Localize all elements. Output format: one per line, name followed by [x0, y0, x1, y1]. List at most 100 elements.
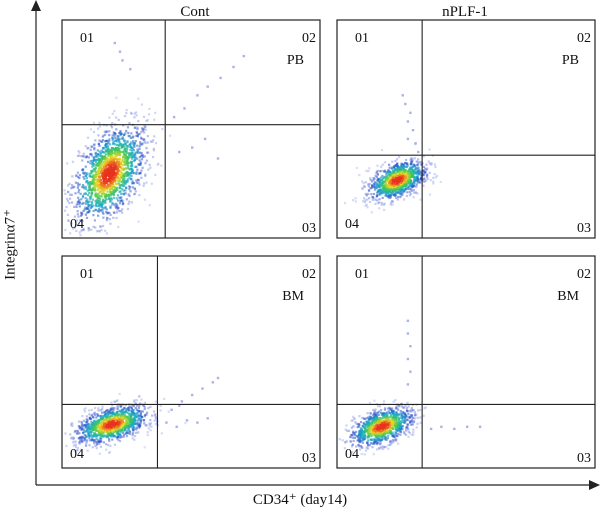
event-point [81, 440, 84, 443]
event-point [410, 173, 413, 176]
event-point [400, 425, 403, 428]
event-point [379, 442, 382, 445]
event-point [137, 163, 141, 166]
event-point [128, 419, 131, 422]
event-point [147, 151, 150, 154]
event-point [98, 185, 101, 189]
event-point [91, 205, 94, 209]
event-point [412, 172, 415, 176]
event-point [390, 167, 393, 170]
event-point [396, 426, 399, 429]
event-point [144, 125, 147, 128]
event-point [402, 411, 405, 415]
event-point [98, 139, 101, 142]
event-point [373, 412, 376, 415]
event-point [130, 156, 133, 159]
event-point [75, 229, 78, 232]
event-point [383, 426, 386, 429]
event-point [82, 152, 85, 155]
event-point [383, 425, 386, 428]
event-point [368, 444, 371, 447]
event-point [133, 187, 137, 190]
event-point [89, 417, 92, 420]
event-point [77, 200, 80, 203]
event-point [116, 399, 119, 402]
event-point [380, 182, 383, 186]
event-point [393, 184, 396, 188]
event-point [366, 426, 369, 429]
event-point [115, 172, 118, 175]
event-point [85, 155, 88, 158]
event-point [378, 410, 381, 413]
event-point [372, 438, 375, 441]
event-point [97, 171, 100, 174]
event-point [125, 180, 128, 183]
event-point [416, 422, 419, 425]
event-point [103, 156, 107, 159]
event-point [86, 202, 89, 205]
event-point [96, 421, 99, 424]
event-point [86, 198, 89, 201]
event-point [129, 190, 132, 193]
event-point [96, 201, 99, 204]
event-point [118, 424, 121, 427]
event-point [88, 172, 91, 175]
event-point [119, 414, 122, 417]
event-point [85, 179, 88, 182]
event-point [117, 182, 121, 185]
event-point [159, 404, 162, 408]
event-point [396, 163, 399, 166]
event-point [131, 169, 134, 172]
event-point [361, 434, 364, 437]
tissue-label: BM [557, 289, 579, 304]
event-point [364, 192, 367, 195]
event-point [397, 442, 400, 445]
event-point [363, 435, 366, 438]
event-point [419, 409, 422, 412]
event-point [105, 416, 108, 419]
event-point [91, 436, 94, 439]
event-point [77, 191, 80, 194]
event-point [131, 136, 134, 139]
event-point [430, 163, 433, 166]
event-point [96, 149, 99, 152]
event-point [99, 168, 102, 171]
event-point [103, 188, 106, 191]
event-point [129, 413, 132, 416]
event-point [94, 200, 97, 203]
event-point [95, 429, 98, 432]
event-point [392, 165, 395, 168]
event-point [84, 444, 88, 447]
event-point [344, 428, 347, 431]
event-point [123, 428, 126, 432]
event-point [357, 444, 360, 447]
event-point [412, 188, 415, 192]
event-point [125, 112, 128, 115]
event-point [396, 416, 400, 419]
event-point [110, 432, 113, 435]
event-point [110, 152, 113, 155]
event-point [411, 185, 414, 188]
event-point [405, 179, 408, 182]
event-point [377, 435, 380, 438]
event-point [411, 418, 414, 421]
event-point [117, 152, 120, 155]
event-point [84, 185, 87, 188]
event-point [76, 449, 79, 452]
event-point [398, 188, 401, 191]
event-point [386, 171, 389, 174]
event-point [134, 407, 137, 410]
event-point [123, 167, 126, 170]
event-point [104, 144, 107, 147]
event-point [395, 168, 398, 171]
event-point [74, 192, 77, 195]
event-point [98, 452, 101, 455]
event-point [108, 161, 111, 164]
quadrant-label-03: 03 [577, 221, 591, 236]
event-point [138, 395, 141, 398]
event-point [357, 423, 360, 426]
event-point [108, 140, 111, 143]
event-point [118, 132, 121, 135]
event-point [71, 201, 74, 204]
